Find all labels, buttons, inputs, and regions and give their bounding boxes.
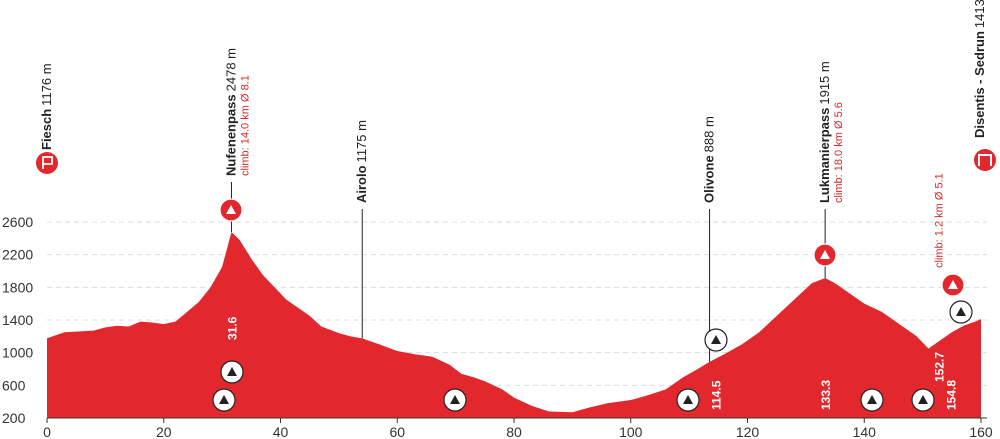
waypoint-label: Olivone 888 m <box>702 116 717 203</box>
elevation-area <box>47 231 981 418</box>
poi-glyph <box>918 395 928 404</box>
waypoint-elevation: 1175 m <box>354 120 369 162</box>
y-tick-label: 200 <box>2 410 26 426</box>
x-tick-label: 140 <box>853 424 877 439</box>
km-marker: 152.7 <box>932 352 946 382</box>
km-marker: 31.6 <box>225 316 239 340</box>
y-tick-label: 2200 <box>2 247 33 263</box>
x-tick-label: 20 <box>156 424 172 439</box>
km-marker: 154.8 <box>945 380 959 410</box>
x-tick-label: 60 <box>389 424 405 439</box>
waypoint-name: Airolo <box>354 165 369 203</box>
poi-glyph <box>956 307 966 316</box>
start-flag <box>42 156 53 169</box>
waypoint-elevation: 1413m <box>972 0 987 28</box>
waypoint-elevation: 1915 m <box>817 61 832 104</box>
waypoint-label: Airolo 1175 m <box>354 120 369 203</box>
poi-glyph <box>227 367 237 376</box>
icons <box>36 149 996 174</box>
poi-glyph <box>219 395 229 404</box>
x-tick-label: 100 <box>619 424 643 439</box>
finish-arch <box>978 154 992 166</box>
poi-glyph <box>820 250 830 259</box>
waypoint-elevation: 888 m <box>702 116 717 152</box>
y-tick-label: 2600 <box>2 214 33 230</box>
y-tick-label: 1400 <box>2 312 33 328</box>
y-tick-label: 1000 <box>2 345 33 361</box>
poi-glyph <box>683 395 693 404</box>
poi-glyph <box>711 335 721 344</box>
waypoint-label: Fiesch 1176 m <box>39 63 54 150</box>
waypoint-name: Fiesch <box>39 109 54 150</box>
y-tick-label: 1800 <box>2 279 33 295</box>
x-tick-label: 80 <box>506 424 522 439</box>
start-icon <box>36 152 58 174</box>
poi-glyph <box>450 395 460 404</box>
poi-glyph <box>867 395 877 404</box>
waypoint-name: Olivone <box>702 155 717 203</box>
x-tick-label: 120 <box>736 424 760 439</box>
y-tick-label: 600 <box>2 377 26 393</box>
waypoint-elevation: 1176 m <box>39 63 54 105</box>
climb-label: climb: 18.0 km Ø 5.6 <box>833 102 845 203</box>
waypoint-label: Nufenenpass 2478 m <box>223 48 238 176</box>
poi-glyph <box>226 205 236 214</box>
km-marker: 114.5 <box>709 380 723 410</box>
waypoint-label: Lukmanierpass 1915 m <box>817 61 832 203</box>
climb-label: climb: 14.0 km Ø 8.1 <box>239 75 251 176</box>
finish-icon <box>974 149 996 171</box>
waypoint-elevation: 2478 m <box>223 48 238 91</box>
x-tick-label: 40 <box>273 424 289 439</box>
waypoint-name: Lukmanierpass <box>817 108 832 203</box>
waypoint-name: Disentis - Sedrun <box>972 31 987 138</box>
x-tick-label: 0 <box>43 424 51 439</box>
x-tick-label: 160 <box>969 424 993 439</box>
km-marker: 133.3 <box>819 380 833 410</box>
poi-glyph <box>948 280 958 289</box>
climb-label: climb: 1.2 km Ø 5.1 <box>933 173 945 268</box>
waypoint-label: Disentis - Sedrun 1413m <box>972 0 987 138</box>
waypoint-name: Nufenenpass <box>223 94 238 176</box>
